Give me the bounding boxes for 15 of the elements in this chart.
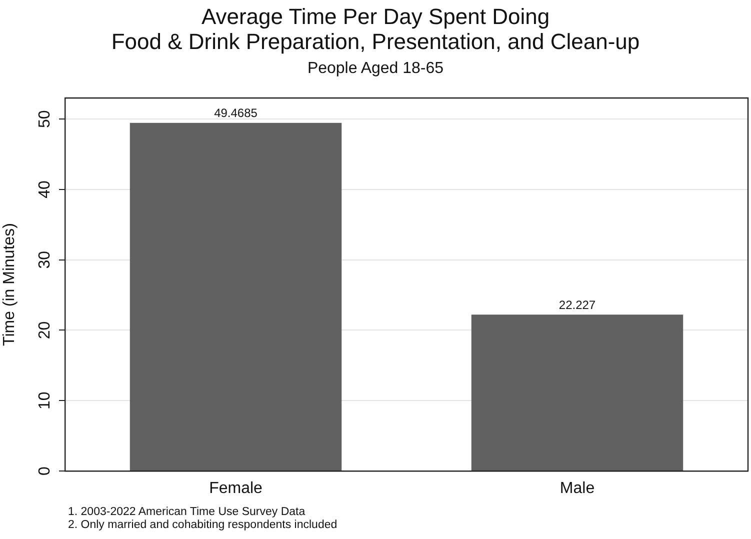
y-tick-label: 20 xyxy=(36,321,54,340)
text: 2. Only married and cohabiting respondents included xyxy=(68,519,338,532)
y-axis-title: Time (in Minutes) xyxy=(1,223,18,346)
data-label: 49.4685 xyxy=(214,106,258,120)
chart-title: Average Time Per Day Spent Doing Food & Drink Preparation, Presentation, and Clean-up xyxy=(110,4,641,54)
text: 1. 2003-2022 American Time Use Survey Data xyxy=(68,506,306,519)
data-label: 22.227 xyxy=(558,298,596,312)
x-tick-label: Male xyxy=(560,480,595,498)
y-tick-label: 50 xyxy=(36,110,54,128)
y-tick-label: 10 xyxy=(36,392,54,410)
y-tick-label: 0 xyxy=(36,466,54,476)
y-tick-label: 30 xyxy=(36,250,54,269)
x-tick-label: Female xyxy=(209,480,263,498)
chart-subtitle: People Aged 18-65 xyxy=(306,60,445,78)
y-tick-label: 40 xyxy=(36,180,54,198)
